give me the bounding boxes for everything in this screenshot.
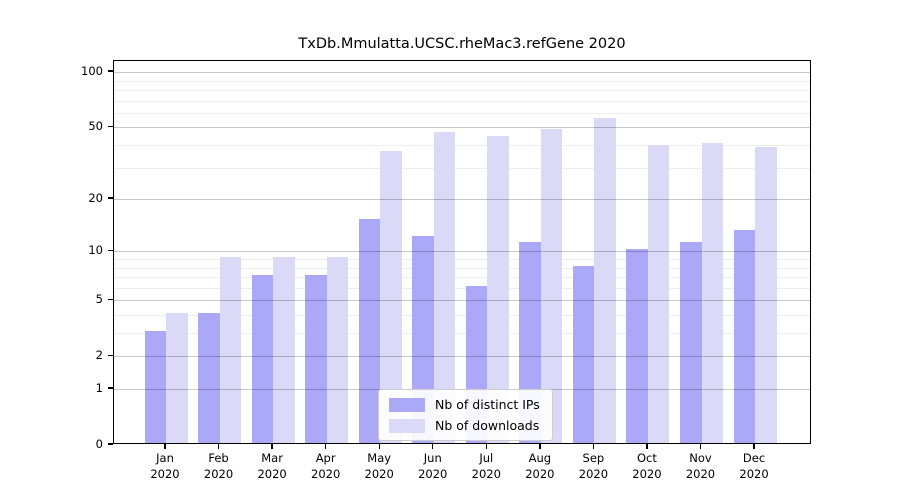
bar-downloads-apr xyxy=(326,257,349,443)
bar-downloads-jun xyxy=(433,131,456,443)
x-tick-mark xyxy=(699,444,702,449)
legend-entry-downloads: Nb of downloads xyxy=(389,418,540,433)
bar-distinct-ips-may xyxy=(358,219,381,443)
x-tick-mark xyxy=(753,444,755,449)
x-tick-mark xyxy=(271,444,273,449)
x-tick-mark xyxy=(646,444,648,449)
y-tick-mark xyxy=(107,249,113,251)
x-tick-label-jul: Jul 2020 xyxy=(471,451,501,481)
x-tick-mark xyxy=(485,444,487,449)
plot-area: Nb of distinct IPs Nb of downloads xyxy=(113,60,811,444)
x-tick-label-mar: Mar 2020 xyxy=(257,451,287,481)
minor-gridline xyxy=(114,100,810,102)
legend-swatch-distinct-ips-icon xyxy=(389,397,425,412)
x-tick-mark xyxy=(432,444,434,449)
major-gridline xyxy=(114,300,810,302)
y-tick-mark xyxy=(107,70,113,72)
bar-downloads-jan xyxy=(166,313,188,443)
chart-title: TxDb.Mmulatta.UCSC.rheMac3.refGene 2020 xyxy=(298,36,626,52)
minor-gridline xyxy=(114,258,810,260)
x-tick-label-nov: Nov 2020 xyxy=(685,451,716,481)
major-gridline xyxy=(114,72,810,74)
bar-distinct-ips-oct xyxy=(626,249,648,443)
bar-downloads-nov xyxy=(701,143,723,443)
y-tick-mark xyxy=(107,354,113,356)
x-tick-label-sep: Sep 2020 xyxy=(578,451,609,481)
minor-gridline xyxy=(114,167,810,169)
y-tick-label: 5 xyxy=(95,291,103,306)
major-gridline xyxy=(114,127,810,129)
bar-distinct-ips-apr xyxy=(305,275,327,443)
y-tick-label: 100 xyxy=(81,63,103,78)
bar-downloads-feb xyxy=(219,257,242,443)
bar-distinct-ips-mar xyxy=(251,275,274,443)
minor-gridline xyxy=(114,80,810,82)
x-tick-mark xyxy=(164,444,166,449)
minor-gridline xyxy=(114,90,810,91)
minor-gridline xyxy=(114,145,810,146)
y-tick-label: 10 xyxy=(88,242,103,257)
x-tick-mark xyxy=(378,444,380,449)
y-tick-label: 2 xyxy=(95,347,103,362)
y-tick-label: 50 xyxy=(88,118,103,133)
bar-distinct-ips-nov xyxy=(680,242,702,443)
x-tick-label-jan: Jan 2020 xyxy=(150,451,180,481)
x-tick-mark xyxy=(592,444,595,449)
legend-swatch-downloads-icon xyxy=(389,418,425,433)
bar-downloads-mar xyxy=(273,257,295,443)
bar-downloads-aug xyxy=(540,128,563,443)
major-gridline xyxy=(114,199,810,201)
minor-gridline xyxy=(114,277,810,279)
x-tick-mark xyxy=(217,444,220,449)
x-tick-label-may: May 2020 xyxy=(364,451,394,481)
x-tick-label-feb: Feb 2020 xyxy=(203,451,234,481)
y-tick-label: 20 xyxy=(88,190,103,205)
y-tick-mark xyxy=(107,387,113,389)
x-tick-mark xyxy=(539,444,541,449)
y-tick-mark xyxy=(107,298,113,300)
x-tick-label-jun: Jun 2020 xyxy=(418,451,448,481)
x-tick-label-aug: Aug 2020 xyxy=(525,451,555,481)
x-tick-label-apr: Apr 2020 xyxy=(311,451,341,481)
bar-downloads-oct xyxy=(647,145,670,443)
y-tick-label: 1 xyxy=(95,380,103,395)
bar-distinct-ips-feb xyxy=(198,313,220,443)
legend-label-downloads: Nb of downloads xyxy=(435,418,540,433)
bar-downloads-dec xyxy=(755,147,777,443)
bar-distinct-ips-dec xyxy=(733,229,756,443)
minor-gridline xyxy=(114,112,810,114)
major-gridline xyxy=(114,356,810,358)
x-tick-label-oct: Oct 2020 xyxy=(632,451,662,481)
legend-entry-distinct-ips: Nb of distinct IPs xyxy=(389,397,540,412)
bar-distinct-ips-sep xyxy=(572,265,595,443)
bar-distinct-ips-jan xyxy=(144,331,166,443)
major-gridline xyxy=(114,251,810,253)
y-tick-mark xyxy=(107,125,113,128)
bar-downloads-jul xyxy=(487,135,509,443)
x-tick-mark xyxy=(324,444,327,449)
bar-downloads-sep xyxy=(594,117,616,443)
minor-gridline xyxy=(114,267,810,269)
y-tick-mark xyxy=(107,197,113,199)
y-tick-mark xyxy=(107,443,113,445)
x-tick-label-dec: Dec 2020 xyxy=(739,451,769,481)
minor-gridline xyxy=(114,314,810,316)
minor-gridline xyxy=(114,287,810,289)
legend-label-distinct-ips: Nb of distinct IPs xyxy=(435,397,540,412)
minor-gridline xyxy=(114,333,810,334)
y-tick-label: 0 xyxy=(95,436,103,451)
legend: Nb of distinct IPs Nb of downloads xyxy=(378,389,553,441)
bar-downloads-may xyxy=(380,151,402,443)
